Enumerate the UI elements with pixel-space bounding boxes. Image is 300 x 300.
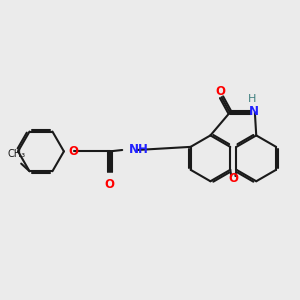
Text: O: O <box>105 178 115 191</box>
Text: N: N <box>248 105 259 118</box>
Text: H: H <box>248 94 256 104</box>
Text: O: O <box>215 85 225 98</box>
Text: CH₃: CH₃ <box>7 149 26 159</box>
Text: O: O <box>68 145 78 158</box>
Text: NH: NH <box>128 143 148 156</box>
Text: O: O <box>228 172 238 184</box>
